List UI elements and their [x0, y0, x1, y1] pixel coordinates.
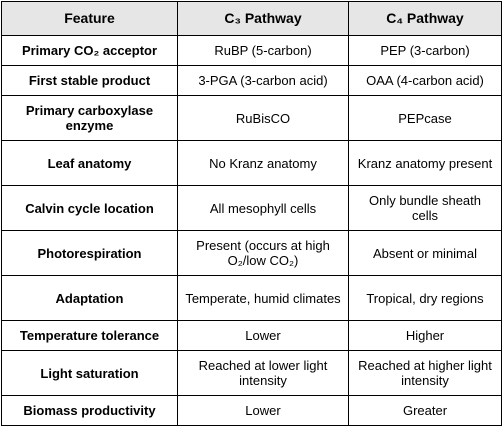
feature-cell: Biomass productivity — [1, 395, 178, 426]
c3-cell: Lower — [177, 395, 349, 426]
feature-cell: Temperature tolerance — [1, 320, 178, 351]
c3-cell: Present (occurs at high O₂/low CO₂) — [177, 230, 349, 276]
table-row: Adaptation Temperate, humid climates Tro… — [1, 275, 502, 321]
table-row: First stable product 3-PGA (3-carbon aci… — [1, 65, 502, 96]
c4-cell: PEP (3-carbon) — [348, 35, 502, 66]
feature-cell: Photorespiration — [1, 230, 178, 276]
c4-cell: Kranz anatomy present — [348, 140, 502, 186]
feature-cell: First stable product — [1, 65, 178, 96]
c4-cell: Tropical, dry regions — [348, 275, 502, 321]
c3-cell: No Kranz anatomy — [177, 140, 349, 186]
feature-cell: Primary CO₂ acceptor — [1, 35, 178, 66]
table-row: Photorespiration Present (occurs at high… — [1, 230, 502, 276]
c4-cell: Reached at higher light intensity — [348, 350, 502, 396]
c4-cell: PEPcase — [348, 95, 502, 141]
header-c3-pathway: C₃ Pathway — [177, 1, 349, 36]
header-row: Feature C₃ Pathway C₄ Pathway — [1, 1, 502, 36]
c4-cell: Greater — [348, 395, 502, 426]
c3-cell: 3-PGA (3-carbon acid) — [177, 65, 349, 96]
c4-cell: Higher — [348, 320, 502, 351]
c3-cell: Temperate, humid climates — [177, 275, 349, 321]
table-row: Temperature tolerance Lower Higher — [1, 320, 502, 351]
feature-cell: Light saturation — [1, 350, 178, 396]
table-row: Leaf anatomy No Kranz anatomy Kranz anat… — [1, 140, 502, 186]
c3-cell: Reached at lower light intensity — [177, 350, 349, 396]
table-row: Calvin cycle location All mesophyll cell… — [1, 185, 502, 231]
feature-cell: Adaptation — [1, 275, 178, 321]
feature-cell: Leaf anatomy — [1, 140, 178, 186]
table-row: Primary carboxylase enzyme RuBisCO PEPca… — [1, 95, 502, 141]
table-row: Biomass productivity Lower Greater — [1, 395, 502, 426]
c3-cell: Lower — [177, 320, 349, 351]
header-c4-pathway: C₄ Pathway — [348, 1, 502, 36]
c4-cell: Absent or minimal — [348, 230, 502, 276]
header-feature: Feature — [1, 1, 178, 36]
table-row: Primary CO₂ acceptor RuBP (5-carbon) PEP… — [1, 35, 502, 66]
c3-cell: RuBisCO — [177, 95, 349, 141]
feature-cell: Calvin cycle location — [1, 185, 178, 231]
feature-cell: Primary carboxylase enzyme — [1, 95, 178, 141]
table-row: Light saturation Reached at lower light … — [1, 350, 502, 396]
c4-cell: OAA (4-carbon acid) — [348, 65, 502, 96]
c3-cell: RuBP (5-carbon) — [177, 35, 349, 66]
c4-cell: Only bundle sheath cells — [348, 185, 502, 231]
c3-cell: All mesophyll cells — [177, 185, 349, 231]
